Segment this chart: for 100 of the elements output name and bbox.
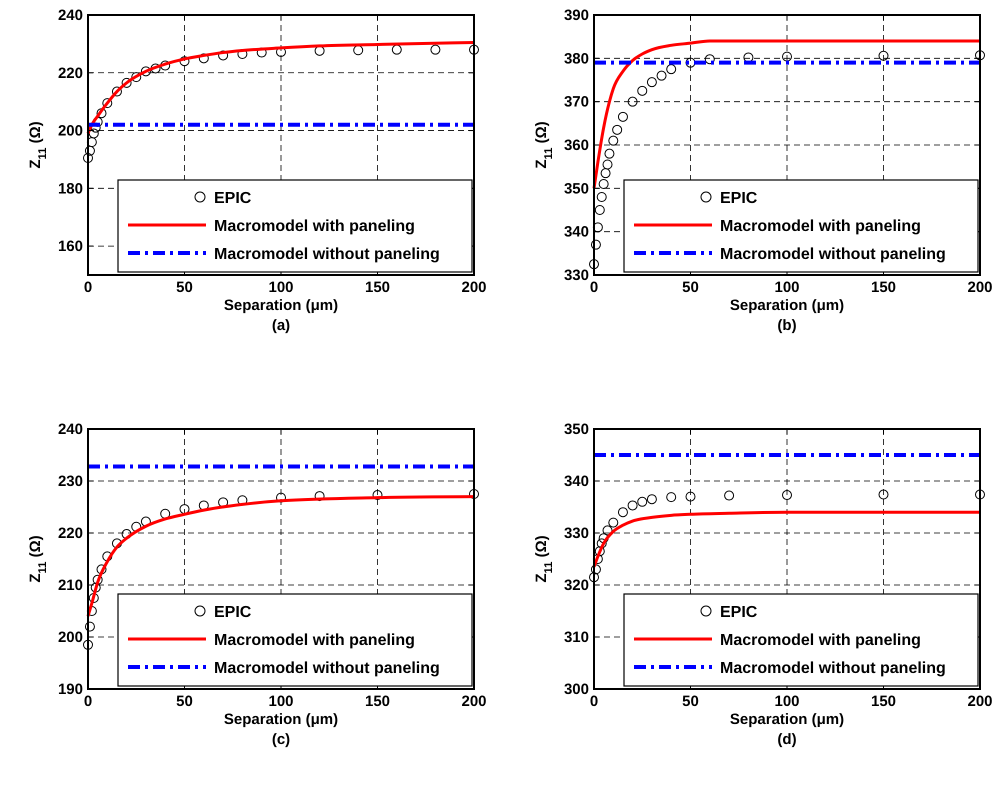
point	[600, 168, 611, 178]
point	[96, 108, 107, 118]
point	[743, 52, 754, 62]
x-axis-title: Separation (μm)	[730, 711, 844, 728]
y-tick-label: 350	[564, 180, 589, 198]
point	[608, 518, 618, 528]
point	[469, 44, 479, 55]
legend-label: Macromodel with paneling	[720, 218, 921, 235]
y-tick-label: 350	[564, 421, 589, 438]
point	[646, 494, 657, 504]
point	[198, 53, 209, 64]
point	[83, 640, 93, 650]
point	[469, 489, 479, 499]
point	[276, 492, 286, 503]
point	[666, 64, 676, 74]
legend-label: Macromodel without paneling	[720, 246, 946, 263]
point	[628, 96, 638, 107]
point	[637, 86, 648, 96]
point	[150, 63, 161, 74]
y-tick-label: 210	[58, 577, 83, 594]
x-tick-label: 0	[590, 279, 598, 296]
x-tick-label: 200	[967, 279, 993, 296]
point	[88, 128, 99, 138]
legend-label: EPIC	[214, 190, 252, 207]
y-tick-label: 380	[564, 50, 589, 68]
point	[596, 192, 607, 202]
x-tick-label: 0	[84, 279, 92, 296]
point	[656, 70, 667, 81]
line-series	[592, 40, 982, 190]
y-tick-label: 200	[58, 629, 83, 646]
y-tick-label: 220	[58, 525, 83, 542]
point	[180, 56, 190, 66]
text: (d)	[777, 731, 797, 748]
legend-label: EPIC	[720, 604, 758, 621]
legend-label: Macromodel with paneling	[214, 632, 415, 649]
point	[180, 504, 190, 514]
point	[84, 146, 95, 156]
point	[628, 500, 638, 510]
point	[637, 496, 648, 507]
point	[596, 538, 607, 548]
text: (a)	[272, 317, 290, 334]
point	[122, 78, 132, 88]
point	[112, 538, 122, 548]
point	[88, 593, 99, 603]
point	[590, 240, 601, 250]
y-tick-label: 340	[564, 473, 589, 490]
point	[602, 160, 613, 170]
y-tick-label: 370	[564, 94, 589, 111]
x-tick-label: 150	[364, 279, 390, 296]
y-tick-label: 330	[564, 525, 589, 542]
point	[140, 66, 151, 76]
point	[686, 58, 696, 68]
point	[430, 44, 440, 55]
point	[666, 492, 676, 502]
point	[608, 136, 618, 146]
point	[594, 205, 605, 215]
point	[160, 60, 170, 71]
point	[90, 582, 101, 593]
x-tick-label: 100	[268, 693, 294, 710]
point	[646, 77, 657, 88]
point	[686, 492, 696, 502]
y-tick-label: 300	[564, 681, 589, 698]
x-tick-label: 150	[870, 279, 896, 296]
point	[598, 533, 609, 544]
x-tick-label: 0	[84, 693, 92, 710]
point	[598, 179, 609, 189]
point	[594, 546, 605, 556]
x-tick-label: 0	[590, 693, 598, 710]
legend-label: EPIC	[720, 190, 758, 207]
x-tick-label: 50	[682, 693, 699, 710]
y-tick-label: 220	[58, 64, 83, 82]
y-tick-label: 190	[58, 681, 83, 698]
point	[218, 50, 228, 60]
point	[618, 112, 628, 122]
point	[160, 508, 170, 519]
point	[314, 491, 325, 502]
y-tick-label: 180	[58, 180, 83, 198]
point	[724, 490, 734, 501]
point	[92, 574, 103, 585]
x-axis-title: Separation (μm)	[224, 297, 338, 314]
x-axis-title: Separation (μm)	[730, 297, 844, 314]
text: (c)	[272, 731, 290, 748]
point	[96, 564, 107, 574]
x-tick-label: 150	[870, 693, 896, 710]
point	[218, 497, 228, 508]
y-tick-label: 240	[58, 7, 83, 24]
legend-label: Macromodel without paneling	[214, 660, 440, 677]
legend-label: Macromodel with paneling	[214, 218, 415, 235]
point	[604, 148, 614, 159]
x-tick-label: 200	[461, 279, 487, 296]
y-tick-label: 160	[58, 238, 83, 256]
point	[704, 54, 715, 64]
point	[392, 44, 402, 55]
legend-label: Macromodel without paneling	[214, 246, 440, 263]
x-tick-label: 100	[774, 693, 800, 710]
text: (b)	[777, 317, 797, 334]
point	[782, 52, 792, 62]
x-tick-label: 150	[364, 693, 390, 710]
y-tick-label: 230	[58, 473, 83, 490]
point	[353, 45, 364, 56]
